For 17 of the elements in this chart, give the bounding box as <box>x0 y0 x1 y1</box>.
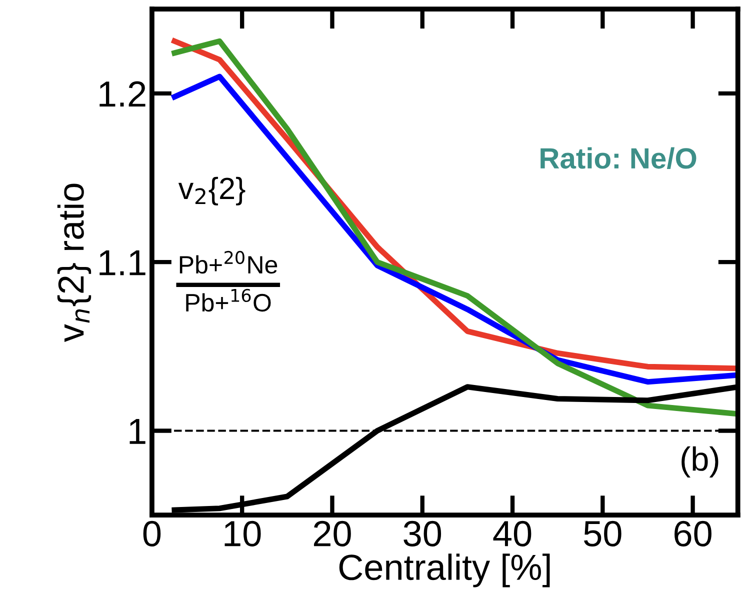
annotation: Ratio: Ne/O <box>540 147 696 170</box>
x-tick-label: 50 <box>584 520 622 546</box>
y-axis-title: v$_{n}${2} ratio <box>57 184 92 342</box>
y-tick-label: 1.1 <box>100 250 146 276</box>
x-tick-label: 0 <box>143 520 161 546</box>
x-axis-title: Centrality [%] <box>339 554 550 588</box>
annotation: (b) <box>682 446 718 478</box>
x-tick-label: 30 <box>404 520 442 546</box>
x-tick-label: 60 <box>674 520 712 546</box>
y-tick-label: 1.2 <box>100 81 146 107</box>
x-tick-label: 20 <box>314 520 351 546</box>
annotation: Pb+$^{20}$Ne <box>180 250 278 274</box>
y-tick-label: 1 <box>130 419 146 444</box>
x-tick-label: 40 <box>493 520 532 546</box>
x-tick-label: 10 <box>224 520 261 546</box>
annotation: Pb+$^{16}$O <box>186 288 271 312</box>
annotation: v$_{2}${2} <box>178 176 246 206</box>
